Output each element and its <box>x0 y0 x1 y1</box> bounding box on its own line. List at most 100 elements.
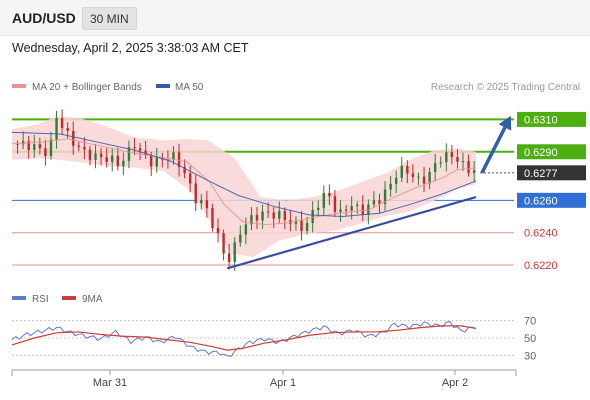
candle-body <box>38 144 42 149</box>
price-level-label: 0.6260 <box>524 195 558 207</box>
candlesticks <box>16 109 476 272</box>
rsi-line <box>11 321 477 358</box>
rsi-legend-label: RSI <box>32 294 49 305</box>
candle-body <box>244 224 248 235</box>
candle-body <box>400 165 403 178</box>
candle-body <box>138 148 142 151</box>
candle-body <box>344 209 348 211</box>
candle-body <box>150 155 153 167</box>
price-level-label: 0.6240 <box>524 228 558 240</box>
candle-body <box>305 223 309 231</box>
rsi-panel: 70 50 30 <box>11 316 536 362</box>
candle-body <box>49 139 53 157</box>
time-axis-label: Mar 31 <box>93 377 127 389</box>
candle-body <box>317 207 320 210</box>
candle-body <box>278 211 281 219</box>
candle-body <box>266 211 270 213</box>
candle-body <box>183 166 186 174</box>
candle-body <box>472 170 476 173</box>
candle-body <box>467 161 470 173</box>
candle-body <box>333 196 337 213</box>
candle-body <box>406 165 409 174</box>
ma20-line <box>11 138 477 226</box>
candle-body <box>394 177 398 184</box>
price-level-tag <box>517 111 586 127</box>
candle-body <box>211 208 214 229</box>
candle-body <box>66 128 69 131</box>
candle-body <box>383 189 387 204</box>
copyright-text: Research © 2025 Trading Central <box>431 82 580 93</box>
candle-body <box>255 215 259 221</box>
candle-body <box>83 146 86 150</box>
candle-body <box>311 209 314 224</box>
candle-body <box>411 173 415 177</box>
candle-body <box>239 234 242 243</box>
time-axis-label: Apr 2 <box>442 377 468 389</box>
projection-arrow-shaft <box>480 126 507 174</box>
ma50-line <box>11 131 477 218</box>
rsi-ma-legend-label: 9MA <box>82 294 103 305</box>
candle-body <box>188 173 192 184</box>
candle-body <box>300 220 303 231</box>
candle-body <box>378 200 381 204</box>
candle-body <box>450 152 454 157</box>
candle-body <box>261 211 264 221</box>
candle-body <box>122 160 125 167</box>
candle-body <box>99 153 103 158</box>
candle-body <box>33 144 36 150</box>
candle-body <box>105 157 108 162</box>
candle-body <box>433 163 437 172</box>
candle-body <box>461 161 465 163</box>
interval-button[interactable]: 30 MIN <box>82 7 137 30</box>
candle-body <box>389 183 392 190</box>
candle-body <box>227 253 231 262</box>
price-level-tag <box>517 192 586 208</box>
symbol-label: AUD/USD <box>12 10 76 26</box>
rsi-ma-legend-swatch <box>62 296 76 300</box>
candle-body <box>116 155 119 167</box>
candle-body <box>60 118 64 129</box>
price-level-tag <box>517 144 586 160</box>
candle-body <box>155 157 158 167</box>
candle-body <box>216 228 220 234</box>
candle-body <box>250 215 253 225</box>
rsi-legend-swatch <box>12 296 26 300</box>
candle-body <box>172 152 175 160</box>
bollinger-bands <box>12 116 476 257</box>
candle-body <box>133 147 136 149</box>
candle-body <box>88 149 92 160</box>
candle-body <box>177 152 181 167</box>
candle-body <box>16 143 19 145</box>
candle-body <box>55 118 58 140</box>
candle-body <box>144 150 147 156</box>
current-price-label: 0.6277 <box>524 168 558 180</box>
candle-body <box>194 183 197 204</box>
candle-body <box>350 206 353 211</box>
current-price-tag <box>517 165 586 181</box>
candle-body <box>322 192 326 208</box>
candle-body <box>445 152 448 163</box>
chart-legend: MA 20 + Bollinger Bands MA 50 Research ©… <box>12 82 580 93</box>
candle-body <box>417 176 420 178</box>
candle-body <box>200 200 203 204</box>
candle-body <box>44 148 47 157</box>
candle-body <box>328 192 331 197</box>
price-labels: 0.6310 0.6290 0.6260 0.6240 0.6220 0.6277 <box>480 111 586 272</box>
candle-body <box>283 211 287 220</box>
candle-body <box>233 242 236 262</box>
projection-arrow-head <box>498 115 512 131</box>
candle-body <box>72 130 75 146</box>
candle-body <box>439 162 442 164</box>
candle-body <box>111 155 114 162</box>
candle-body <box>222 233 225 254</box>
header-bar: AUD/USD 30 MIN <box>0 0 590 36</box>
candle-body <box>127 147 131 161</box>
candle-body <box>428 171 431 184</box>
candle-body <box>456 156 459 162</box>
ma20-legend-swatch <box>12 84 26 88</box>
ma50-legend-swatch <box>156 84 170 88</box>
candle-body <box>205 200 209 209</box>
moving-averages <box>11 131 477 226</box>
candle-body <box>294 220 298 224</box>
